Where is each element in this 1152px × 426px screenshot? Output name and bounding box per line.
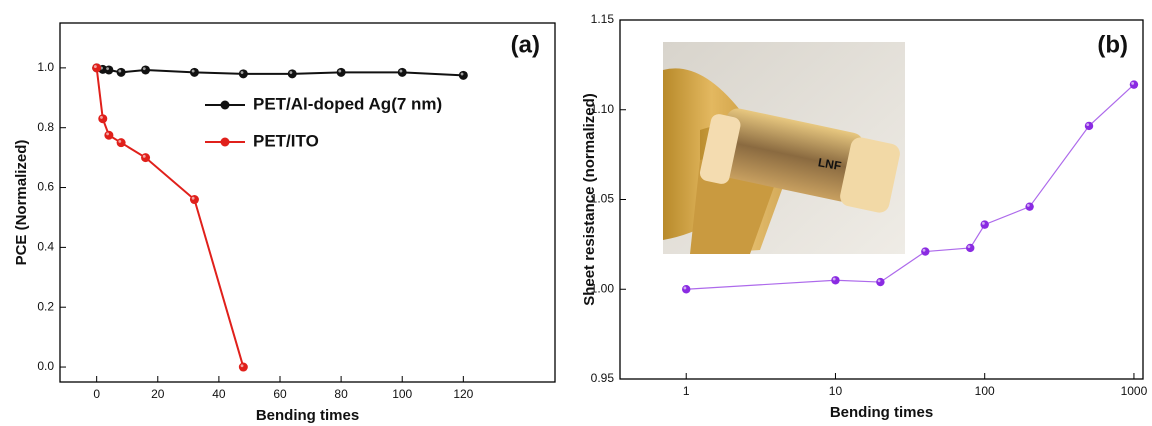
y-tick-label: 1.05 — [591, 192, 615, 206]
y-tick-label: 0.4 — [37, 240, 54, 254]
x-tick-label: 20 — [151, 387, 165, 401]
data-point — [831, 276, 840, 285]
point-highlight — [982, 221, 985, 225]
data-point — [141, 65, 151, 75]
point-highlight — [240, 364, 244, 368]
data-point — [238, 69, 248, 79]
x-tick-label: 0 — [93, 387, 100, 401]
data-point — [104, 65, 114, 75]
plot-frame — [59, 22, 556, 383]
point-highlight — [1131, 81, 1135, 85]
inset-text: LNF — [817, 155, 842, 173]
x-tick-label: 1000 — [1121, 384, 1148, 398]
data-point — [92, 63, 102, 73]
data-point — [1025, 202, 1034, 211]
data-point — [458, 70, 468, 80]
data-point — [966, 243, 975, 253]
x-tick-label: 80 — [334, 387, 348, 401]
data-point — [1084, 121, 1094, 131]
point-highlight — [118, 69, 122, 73]
x-tick-label: 100 — [392, 387, 412, 401]
y-axis-title: Sheet resistance (normalized) — [581, 93, 598, 306]
point-highlight — [922, 248, 926, 252]
panel-label: (a) — [511, 31, 540, 58]
point-highlight — [191, 69, 195, 73]
y-tick-label: 0.8 — [37, 120, 54, 134]
point-highlight — [240, 71, 244, 74]
point-highlight — [289, 71, 293, 74]
point-highlight — [118, 139, 122, 143]
x-tick-label: 120 — [453, 387, 473, 401]
x-tick-label: 40 — [212, 387, 226, 401]
data-point — [876, 277, 885, 287]
y-tick-label: 1.00 — [591, 281, 615, 295]
data-point — [189, 195, 199, 205]
data-point — [336, 67, 346, 77]
x-axis-title: Bending times — [256, 407, 359, 424]
series-line — [96, 66, 464, 77]
data-point — [1129, 80, 1139, 89]
data-point — [116, 67, 126, 77]
data-point — [921, 247, 930, 256]
point-highlight — [683, 286, 687, 290]
x-tick-label: 10 — [829, 384, 843, 398]
point-highlight — [106, 67, 109, 71]
y-tick-label: 0.6 — [37, 180, 54, 194]
x-tick-label: 100 — [975, 384, 995, 398]
inset-photo — [663, 42, 905, 254]
y-axis-title: PCE (Normalized) — [13, 140, 30, 266]
data-point — [980, 220, 989, 229]
data-point — [287, 69, 297, 79]
legend-label: PET/ITO — [253, 131, 319, 150]
point-highlight — [967, 245, 971, 249]
x-axis-title: Bending times — [830, 404, 933, 421]
point-highlight — [142, 154, 146, 158]
y-tick-label: 1.15 — [591, 12, 615, 26]
y-tick-label: 1.10 — [591, 102, 615, 116]
x-tick-label: 60 — [273, 387, 287, 401]
data-point — [238, 362, 248, 372]
point-highlight — [106, 132, 109, 136]
point-highlight — [832, 277, 836, 281]
data-point — [98, 114, 108, 124]
data-point — [141, 153, 151, 163]
point-highlight — [399, 69, 403, 73]
point-highlight — [1026, 203, 1030, 207]
point-highlight — [191, 196, 195, 200]
point-highlight — [460, 72, 464, 76]
data-point — [116, 138, 126, 148]
legend-marker — [220, 137, 230, 147]
legend-marker — [220, 100, 230, 110]
point-highlight — [142, 67, 146, 71]
data-point — [104, 130, 114, 140]
y-tick-label: 0.2 — [37, 299, 54, 313]
point-highlight — [100, 116, 103, 119]
panel-label: (b) — [1097, 31, 1128, 58]
series-line — [95, 67, 245, 368]
data-point — [682, 285, 691, 294]
y-tick-label: 0.95 — [591, 371, 615, 385]
x-tick-label: 1 — [683, 384, 690, 398]
y-tick-label: 0.0 — [37, 359, 54, 373]
point-highlight — [1086, 123, 1090, 127]
point-highlight — [877, 279, 881, 283]
data-point — [397, 67, 407, 77]
point-highlight — [338, 69, 342, 73]
data-point — [189, 67, 199, 77]
y-tick-label: 1.0 — [37, 60, 54, 74]
legend-label: PET/Al-doped Ag(7 nm) — [253, 94, 442, 113]
point-highlight — [93, 65, 97, 68]
